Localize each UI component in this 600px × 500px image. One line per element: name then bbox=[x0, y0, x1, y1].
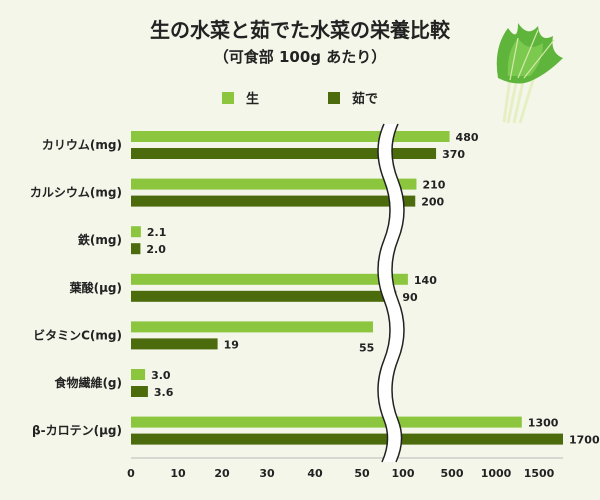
data-label: 370 bbox=[442, 148, 465, 161]
data-label: 480 bbox=[456, 131, 479, 144]
legend-swatch-raw bbox=[222, 91, 234, 104]
x-tick-label: 20 bbox=[214, 467, 230, 480]
bar-raw bbox=[131, 369, 146, 380]
x-tick-label: 30 bbox=[259, 467, 275, 480]
data-label: 19 bbox=[224, 338, 239, 351]
data-label: 1300 bbox=[528, 417, 559, 430]
x-tick-label: 10 bbox=[170, 467, 186, 480]
x-tick-label: 500 bbox=[441, 467, 464, 480]
axis-break-line-left bbox=[377, 123, 391, 463]
category-label: カリウム(mg) bbox=[42, 138, 122, 152]
data-label: 200 bbox=[421, 196, 444, 209]
mizuna-illustration bbox=[496, 23, 563, 124]
data-label: 90 bbox=[402, 291, 418, 304]
category-label: ビタミンC(mg) bbox=[33, 327, 122, 342]
bar-raw bbox=[131, 226, 141, 238]
legend-label-raw: 生 bbox=[246, 92, 260, 107]
legend-item-raw: 生 bbox=[222, 88, 259, 107]
x-tick-label: 1000 bbox=[481, 467, 512, 480]
bar-boiled bbox=[131, 195, 416, 207]
chart-title: 生の水菜と茹でた水菜の栄養比較 bbox=[150, 18, 450, 42]
bar-boiled bbox=[131, 386, 148, 397]
data-label: 140 bbox=[414, 274, 437, 287]
bar-raw bbox=[131, 131, 450, 142]
legend-swatch-boiled bbox=[328, 91, 340, 104]
data-label: 55 bbox=[359, 341, 374, 354]
legend-label-boiled: 茹で bbox=[352, 92, 379, 107]
bar-boiled bbox=[131, 338, 218, 350]
bar-raw bbox=[131, 416, 522, 428]
bar-raw bbox=[131, 273, 408, 285]
x-tick-label: 50 bbox=[354, 467, 370, 480]
bar-boiled bbox=[131, 433, 563, 445]
bar-raw bbox=[131, 178, 417, 190]
category-label: カルシウム(mg) bbox=[30, 186, 122, 200]
axis-break-line-right bbox=[391, 123, 405, 463]
x-tick-label: 1500 bbox=[524, 467, 555, 480]
data-label: 3.0 bbox=[151, 369, 171, 382]
data-label: 2.1 bbox=[147, 226, 167, 239]
x-tick-label: 40 bbox=[307, 467, 323, 480]
data-label: 2.0 bbox=[146, 243, 166, 256]
x-tick-label: 0 bbox=[127, 467, 135, 480]
legend-item-boiled: 茹で bbox=[328, 88, 378, 107]
axis-break bbox=[378, 124, 404, 462]
data-label: 1700 bbox=[569, 434, 600, 447]
bar-boiled bbox=[131, 243, 141, 255]
category-label: 葉酸(μg) bbox=[69, 280, 122, 295]
chart-subtitle: （可食部 100g あたり） bbox=[213, 48, 387, 66]
bar-raw bbox=[131, 321, 373, 333]
data-label: 210 bbox=[422, 179, 445, 192]
bar-boiled bbox=[131, 148, 437, 159]
bar-boiled bbox=[131, 290, 397, 302]
category-label: 鉄(mg) bbox=[78, 232, 122, 247]
data-label: 3.6 bbox=[154, 386, 174, 399]
category-label: β-カロテン(μg) bbox=[32, 424, 122, 438]
x-tick-label: 100 bbox=[392, 467, 415, 480]
category-label: 食物繊維(g) bbox=[53, 375, 122, 390]
